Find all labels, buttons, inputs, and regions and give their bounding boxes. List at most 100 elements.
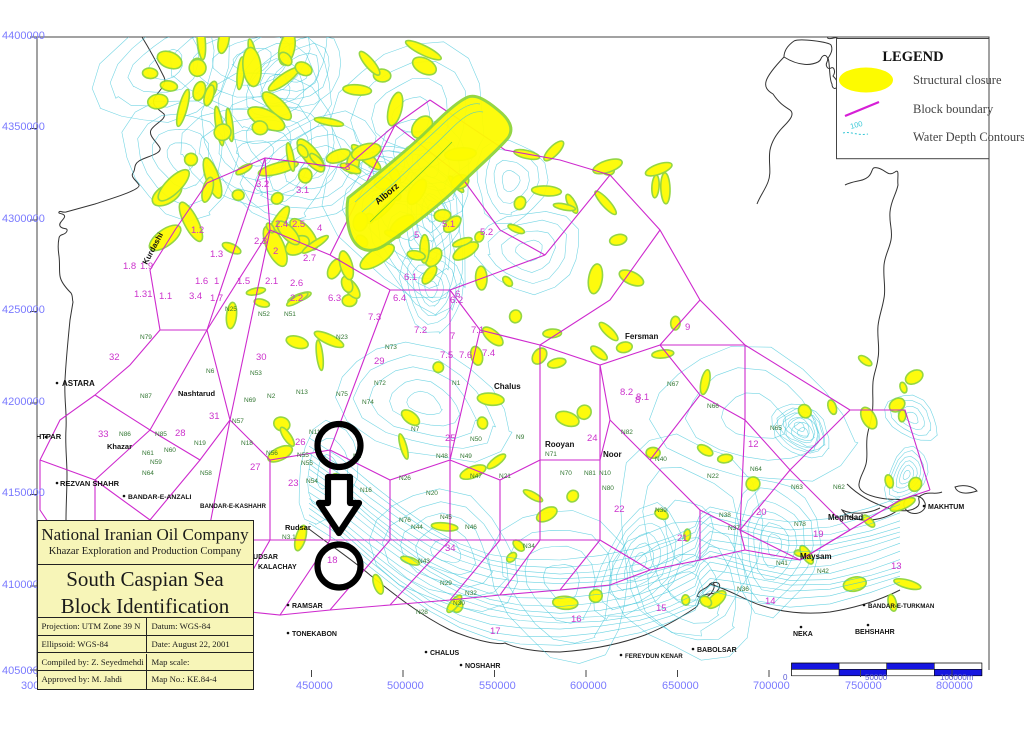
svg-text:7.3: 7.3 xyxy=(368,312,381,323)
svg-text:N40: N40 xyxy=(655,456,667,463)
svg-text:N46: N46 xyxy=(465,524,477,531)
svg-text:N41: N41 xyxy=(776,560,788,567)
svg-text:24: 24 xyxy=(587,433,598,444)
svg-text:N25: N25 xyxy=(225,306,237,313)
svg-text:2.6: 2.6 xyxy=(290,278,303,289)
svg-text:19: 19 xyxy=(813,529,824,540)
svg-text:Noor: Noor xyxy=(603,450,622,459)
svg-text:Block boundary: Block boundary xyxy=(913,102,994,116)
svg-text:1.3: 1.3 xyxy=(210,249,223,260)
svg-text:25: 25 xyxy=(445,433,456,444)
svg-text:3: 3 xyxy=(345,162,350,173)
svg-text:N1: N1 xyxy=(452,380,461,387)
svg-text:5.2: 5.2 xyxy=(480,227,493,238)
svg-text:N59: N59 xyxy=(150,459,162,466)
svg-text:N63: N63 xyxy=(791,484,803,491)
svg-text:6.3: 6.3 xyxy=(328,293,341,304)
svg-text:N50: N50 xyxy=(470,436,482,443)
svg-text:2.3: 2.3 xyxy=(254,236,267,247)
svg-text:N85: N85 xyxy=(155,431,167,438)
svg-text:1: 1 xyxy=(214,276,219,287)
svg-text:26: 26 xyxy=(295,437,306,448)
svg-text:N56: N56 xyxy=(266,450,278,457)
svg-text:N60: N60 xyxy=(164,447,176,454)
svg-text:N20: N20 xyxy=(426,490,438,497)
svg-text:RAMSAR: RAMSAR xyxy=(292,603,323,610)
svg-text:N54: N54 xyxy=(306,478,318,485)
svg-text:Structural closure: Structural closure xyxy=(913,73,1002,87)
svg-text:Fersman: Fersman xyxy=(625,332,658,341)
svg-text:1.2: 1.2 xyxy=(191,225,204,236)
svg-text:N28: N28 xyxy=(416,609,428,616)
svg-text:7.2: 7.2 xyxy=(414,325,427,336)
svg-text:22: 22 xyxy=(614,504,625,515)
svg-text:BABOLSAR: BABOLSAR xyxy=(697,647,737,654)
svg-text:2.4: 2.4 xyxy=(275,219,288,230)
svg-text:6.2: 6.2 xyxy=(450,295,463,306)
svg-text:6.4: 6.4 xyxy=(393,293,406,304)
svg-text:13: 13 xyxy=(891,561,902,572)
svg-text:N26: N26 xyxy=(399,475,411,482)
svg-text:N80: N80 xyxy=(602,485,614,492)
svg-text:N32: N32 xyxy=(465,590,477,597)
svg-text:N51: N51 xyxy=(284,311,296,318)
svg-text:2.7: 2.7 xyxy=(303,253,316,264)
svg-text:N21: N21 xyxy=(499,473,511,480)
svg-text:N69: N69 xyxy=(244,397,256,404)
svg-text:MAKHTUM: MAKHTUM xyxy=(928,504,964,511)
svg-text:N55: N55 xyxy=(301,460,313,467)
svg-text:BANDAR-E-KASHAHR: BANDAR-E-KASHAHR xyxy=(200,503,267,510)
svg-text:N39: N39 xyxy=(655,507,667,514)
svg-text:N61: N61 xyxy=(142,450,154,457)
svg-text:N74: N74 xyxy=(362,399,374,406)
svg-text:N55: N55 xyxy=(297,452,309,459)
svg-text:N37: N37 xyxy=(728,525,740,532)
svg-text:30: 30 xyxy=(256,352,267,363)
svg-text:2: 2 xyxy=(273,246,278,257)
svg-text:NOSHAHR: NOSHAHR xyxy=(465,663,500,670)
svg-text:BEHSHAHR: BEHSHAHR xyxy=(855,629,895,636)
svg-text:27: 27 xyxy=(250,462,261,473)
svg-text:N62: N62 xyxy=(833,484,845,491)
svg-text:16: 16 xyxy=(571,614,582,625)
svg-text:12: 12 xyxy=(748,439,759,450)
svg-text:32: 32 xyxy=(109,352,120,363)
svg-text:N64: N64 xyxy=(750,466,762,473)
svg-text:Water Depth Contours: Water Depth Contours xyxy=(913,130,1024,144)
svg-text:5.1: 5.1 xyxy=(442,219,455,230)
svg-text:Nashtarud: Nashtarud xyxy=(178,389,216,398)
svg-text:2.5: 2.5 xyxy=(292,219,305,230)
svg-text:9: 9 xyxy=(685,322,690,333)
svg-text:N30: N30 xyxy=(453,600,465,607)
svg-text:7.1: 7.1 xyxy=(471,325,484,336)
svg-text:N71: N71 xyxy=(545,451,557,458)
svg-text:1.31: 1.31 xyxy=(134,289,153,300)
svg-text:N6: N6 xyxy=(206,368,215,375)
svg-text:N13: N13 xyxy=(296,389,308,396)
svg-text:ASTARA: ASTARA xyxy=(62,379,95,388)
svg-text:3.4: 3.4 xyxy=(189,291,202,302)
svg-text:N67: N67 xyxy=(667,381,679,388)
svg-text:N70: N70 xyxy=(560,470,572,477)
svg-text:1.6: 1.6 xyxy=(195,276,208,287)
svg-text:N44: N44 xyxy=(411,524,423,531)
svg-text:FEREYDUN KENAR: FEREYDUN KENAR xyxy=(625,653,683,660)
svg-text:Khazar: Khazar xyxy=(107,442,132,451)
svg-text:3.1: 3.1 xyxy=(296,185,309,196)
svg-text:LEGEND: LEGEND xyxy=(882,49,943,65)
svg-text:1.7: 1.7 xyxy=(210,293,223,304)
svg-text:N38: N38 xyxy=(719,512,731,519)
svg-text:1.9: 1.9 xyxy=(140,261,153,272)
svg-text:N29: N29 xyxy=(440,580,452,587)
svg-text:4: 4 xyxy=(317,223,322,234)
svg-text:N87: N87 xyxy=(140,393,152,400)
svg-text:N57: N57 xyxy=(232,418,244,425)
svg-text:1.5: 1.5 xyxy=(237,276,250,287)
svg-text:2.1: 2.1 xyxy=(265,276,278,287)
svg-text:7.6: 7.6 xyxy=(459,350,472,361)
svg-text:N23: N23 xyxy=(336,334,348,341)
svg-text:21: 21 xyxy=(677,533,688,544)
svg-text:TONEKABON: TONEKABON xyxy=(292,631,337,638)
svg-text:N79: N79 xyxy=(140,334,152,341)
svg-text:15: 15 xyxy=(656,603,667,614)
